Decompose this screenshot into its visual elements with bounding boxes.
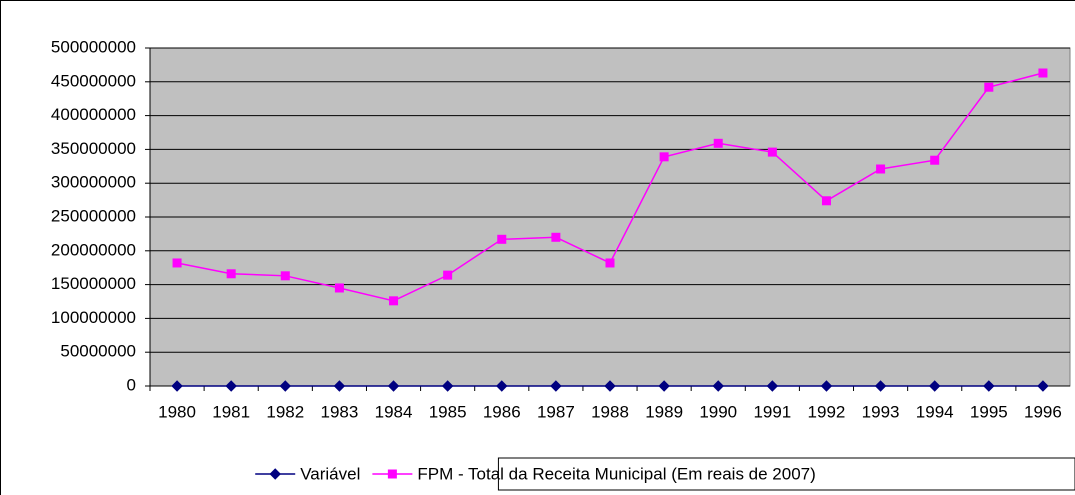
legend: Variável FPM - Total da Receita Municipal… [255,457,1075,491]
marker [387,469,397,479]
x-tick-label: 1995 [970,402,1008,421]
x-tick-label: 1996 [1024,402,1062,421]
marker [767,147,777,157]
x-tick-label: 1994 [916,402,954,421]
x-tick-label: 1987 [537,402,575,421]
x-tick-label: 1983 [320,402,358,421]
y-tick-label: 400000000 [51,105,136,124]
y-tick-label: 450000000 [51,71,136,90]
marker [874,380,887,392]
marker [1037,380,1049,392]
x-tick-label: 1989 [645,402,683,421]
y-tick-label: 350000000 [51,139,136,158]
legend-box [497,457,1075,491]
marker [713,138,723,148]
x-tick-label: 1984 [375,402,413,421]
marker [820,380,833,392]
x-tick-label: 1980 [158,402,196,421]
x-tick-label: 1990 [699,402,737,421]
marker [983,380,995,392]
marker [876,164,886,174]
marker [334,283,344,293]
marker [930,155,940,165]
marker [280,271,290,281]
marker [387,380,400,392]
marker [658,380,670,392]
x-tick-label: 1986 [483,402,521,421]
marker [659,152,669,162]
marker [226,269,236,279]
y-tick-label: 50000000 [60,342,136,361]
y-tick-label: 200000000 [51,240,136,259]
x-tick-label: 1991 [753,402,791,421]
marker [225,380,237,392]
y-tick-label: 300000000 [51,173,136,192]
marker [172,258,182,268]
legend-label: Variável [300,464,360,483]
marker [279,380,292,392]
marker [928,380,941,392]
y-tick-label: 100000000 [51,308,136,327]
marker [712,380,724,392]
legend-label: FPM - Total da Receita Municipal (Em rea… [417,464,815,483]
marker [550,380,562,392]
marker [497,234,507,244]
marker [604,380,616,392]
y-tick-label: 0 [127,375,136,394]
marker [389,296,399,306]
marker [766,380,779,392]
marker [821,196,831,206]
marker [171,380,183,392]
marker [496,380,508,392]
marker [443,270,453,280]
x-tick-label: 1985 [429,402,467,421]
x-tick-label: 1993 [862,402,900,421]
x-tick-label: 1982 [266,402,304,421]
marker [984,82,994,92]
marker [269,468,281,480]
y-tick-label: 250000000 [51,206,136,225]
marker [605,258,615,268]
x-tick-label: 1981 [212,402,250,421]
y-tick-label: 150000000 [51,274,136,293]
marker [551,232,561,242]
marker [333,380,346,392]
marker [441,380,454,392]
y-tick-label: 500000000 [51,37,136,56]
marker [1038,68,1048,78]
x-tick-label: 1992 [808,402,846,421]
x-tick-label: 1988 [591,402,629,421]
